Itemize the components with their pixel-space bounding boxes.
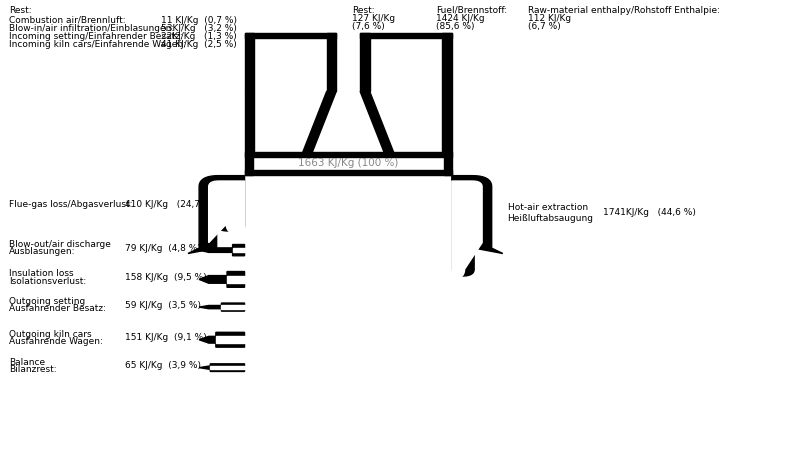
Text: Rest:: Rest: — [10, 6, 32, 15]
Polygon shape — [227, 275, 245, 283]
Text: Rest:: Rest: — [352, 6, 374, 15]
Polygon shape — [443, 181, 482, 281]
Polygon shape — [222, 305, 245, 308]
Text: Bilanzrest:: Bilanzrest: — [10, 365, 57, 374]
Polygon shape — [199, 271, 245, 287]
Text: Insulation loss: Insulation loss — [10, 270, 74, 279]
Polygon shape — [199, 333, 245, 347]
Polygon shape — [233, 248, 245, 252]
Polygon shape — [302, 92, 336, 152]
Text: Hot-air extraction
Heißluftabsaugung: Hot-air extraction Heißluftabsaugung — [508, 203, 594, 223]
Text: Combustion air/Brennluft:: Combustion air/Brennluft: — [10, 16, 126, 25]
Text: Raw-material enthalpy/Rohstoff Enthalpie:: Raw-material enthalpy/Rohstoff Enthalpie… — [527, 6, 719, 15]
Polygon shape — [245, 170, 452, 175]
Text: 158 KJ/Kg  (9,5 %): 158 KJ/Kg (9,5 %) — [125, 273, 206, 282]
Text: Ausfahrender Besatz:: Ausfahrender Besatz: — [10, 304, 106, 313]
Text: 1663 KJ/Kg (100 %): 1663 KJ/Kg (100 %) — [298, 159, 398, 169]
Polygon shape — [210, 366, 245, 369]
Text: 410 KJ/Kg   (24,7 %): 410 KJ/Kg (24,7 %) — [125, 200, 215, 209]
Text: 79 KJ/Kg  (4,8 %): 79 KJ/Kg (4,8 %) — [125, 244, 201, 253]
Polygon shape — [442, 33, 452, 92]
Text: Incoming setting/Einfahrender Besatz:: Incoming setting/Einfahrender Besatz: — [10, 32, 183, 41]
Text: 41 KJ/Kg  (2,5 %): 41 KJ/Kg (2,5 %) — [161, 40, 237, 49]
Polygon shape — [326, 33, 336, 92]
Polygon shape — [360, 33, 370, 92]
Text: Outgoing kiln cars: Outgoing kiln cars — [10, 330, 92, 339]
Text: Balance: Balance — [10, 358, 46, 367]
Text: 22KJ/Kg   (1,3 %): 22KJ/Kg (1,3 %) — [161, 32, 237, 41]
Polygon shape — [245, 92, 254, 152]
Text: (85,6 %): (85,6 %) — [436, 22, 474, 31]
Polygon shape — [216, 337, 245, 343]
Polygon shape — [360, 33, 452, 39]
Polygon shape — [245, 152, 452, 157]
Text: Ausblasungen:: Ausblasungen: — [10, 247, 76, 256]
Text: 151 KJ/Kg  (9,1 %): 151 KJ/Kg (9,1 %) — [125, 333, 206, 342]
Polygon shape — [245, 152, 253, 175]
Polygon shape — [245, 33, 336, 39]
Polygon shape — [452, 176, 503, 276]
Text: 53KJ/Kg   (3,2 %): 53KJ/Kg (3,2 %) — [161, 24, 237, 33]
Text: 65 KJ/Kg  (3,9 %): 65 KJ/Kg (3,9 %) — [125, 361, 201, 371]
Text: (6,7 %): (6,7 %) — [527, 22, 560, 31]
Text: Isolationsverlust:: Isolationsverlust: — [10, 277, 86, 286]
Text: Incoming kiln cars/Einfahrende Wagen:: Incoming kiln cars/Einfahrende Wagen: — [10, 40, 186, 49]
Text: (7,6 %): (7,6 %) — [352, 22, 385, 31]
Polygon shape — [360, 92, 394, 152]
Text: Fuel/Brennstoff:: Fuel/Brennstoff: — [436, 6, 507, 15]
Text: Ausfahrende Wagen:: Ausfahrende Wagen: — [10, 337, 103, 346]
Polygon shape — [199, 303, 245, 311]
Polygon shape — [188, 176, 245, 254]
Polygon shape — [245, 33, 254, 92]
Text: Flue-gas loss/Abgasverlust:: Flue-gas loss/Abgasverlust: — [10, 200, 133, 209]
Text: 1741KJ/Kg   (44,6 %): 1741KJ/Kg (44,6 %) — [603, 208, 696, 217]
Text: 11 KJ/Kg  (0,7 %): 11 KJ/Kg (0,7 %) — [161, 16, 237, 25]
Polygon shape — [199, 245, 245, 256]
Text: Blow-out/air discharge: Blow-out/air discharge — [10, 240, 111, 249]
Text: 112 KJ/Kg: 112 KJ/Kg — [527, 14, 570, 23]
Text: 59 KJ/Kg  (3,5 %): 59 KJ/Kg (3,5 %) — [125, 301, 201, 310]
Polygon shape — [199, 364, 245, 371]
Polygon shape — [442, 92, 452, 152]
Text: 1424 KJ/Kg: 1424 KJ/Kg — [436, 14, 485, 23]
Polygon shape — [444, 152, 452, 175]
Text: Outgoing setting: Outgoing setting — [10, 297, 86, 306]
Polygon shape — [209, 181, 248, 243]
Text: Blow-in/air infiltration/Einblasungen:: Blow-in/air infiltration/Einblasungen: — [10, 24, 174, 33]
Text: 127 KJ/Kg: 127 KJ/Kg — [352, 14, 395, 23]
